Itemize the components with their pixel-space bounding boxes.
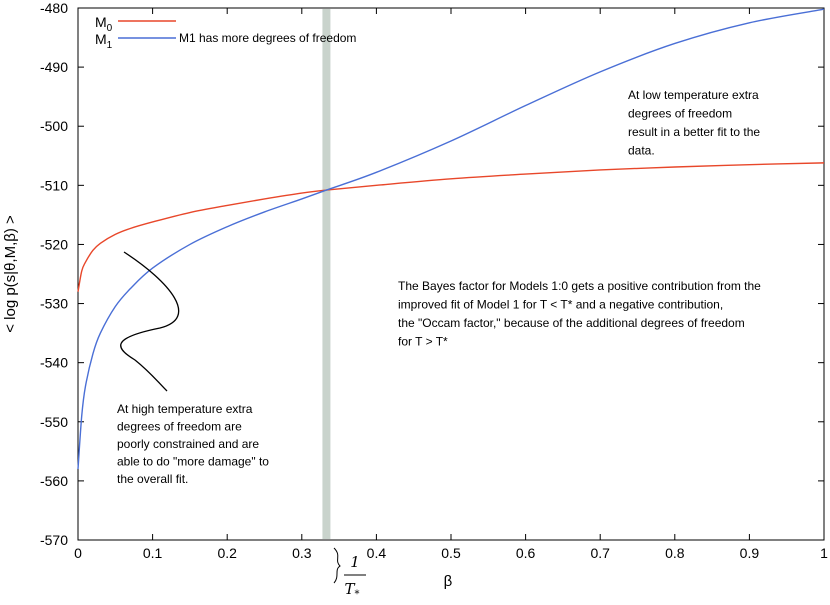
annotation-bayes-factor-line: the "Occam factor," because of the addit… bbox=[398, 316, 745, 330]
annotation-low-temperature-line: data. bbox=[628, 144, 655, 158]
annotation-high-temperature-line: poorly constrained and are bbox=[117, 437, 259, 451]
x-tick-label: 0.9 bbox=[740, 545, 760, 561]
x-tick-label: 1 bbox=[820, 545, 828, 561]
x-tick-label: 0.2 bbox=[217, 545, 237, 561]
x-tick-label: 0.8 bbox=[665, 545, 685, 561]
legend: M0 M1 M1 has more degrees of freedom bbox=[95, 14, 356, 51]
y-tick-label: -560 bbox=[40, 473, 68, 489]
marker-label-denominator: T* bbox=[344, 580, 359, 600]
x-tick-label: 0 bbox=[74, 545, 82, 561]
annotation-bayes-factor: The Bayes factor for Models 1:0 gets a p… bbox=[398, 279, 761, 349]
annotation-high-temperature: At high temperature extra degrees of free… bbox=[117, 402, 269, 486]
series-lines bbox=[77, 8, 825, 470]
y-tick-label: -500 bbox=[40, 118, 68, 134]
y-tick-label: -510 bbox=[40, 177, 68, 193]
legend-m1-label: M1 bbox=[95, 31, 113, 51]
legend-m1-note: M1 has more degrees of freedom bbox=[179, 31, 356, 45]
annotation-high-temperature-line: degrees of freedom are bbox=[117, 420, 242, 434]
annotation-bayes-factor-line: improved fit of Model 1 for T < T* and a… bbox=[398, 298, 723, 312]
series-line-m1 bbox=[77, 8, 825, 470]
x-tick-label: 0.1 bbox=[143, 545, 163, 561]
x-tick-label: 0.5 bbox=[441, 545, 461, 561]
annotation-low-temperature-line: degrees of freedom bbox=[628, 107, 732, 121]
annotation-low-temperature-line: result in a better fit to the bbox=[628, 125, 760, 139]
y-tick-label: -480 bbox=[40, 0, 68, 16]
annotation-high-temperature-line: able to do "more damage" to bbox=[117, 455, 269, 469]
y-tick-label: -540 bbox=[40, 355, 68, 371]
annotation-bayes-factor-line: for T > T* bbox=[398, 335, 448, 349]
annotation-low-temperature: At low temperature extra degrees of freed… bbox=[628, 88, 760, 158]
annotation-pointer-curve bbox=[120, 251, 180, 392]
y-axis-label: < log p(s|θ,M,β) > bbox=[2, 215, 19, 333]
series-line-m0 bbox=[77, 162, 825, 292]
x-tick-label: 0.6 bbox=[516, 545, 536, 561]
annotation-high-temperature-line: At high temperature extra bbox=[117, 402, 253, 416]
y-tick-label: -490 bbox=[40, 59, 68, 75]
marker-label-numerator: 1 bbox=[350, 553, 360, 571]
axis-ticks: 0 0.1 0.2 0.3 0.4 0.5 0.6 0.7 0.8 0.9 1 -480 -490 -50… bbox=[40, 0, 828, 561]
marker-brace bbox=[333, 547, 341, 584]
y-tick-label: -570 bbox=[40, 532, 68, 548]
annotation-bayes-factor-line: The Bayes factor for Models 1:0 gets a p… bbox=[398, 279, 761, 293]
y-tick-label: -520 bbox=[40, 236, 68, 252]
annotation-high-temperature-line: the overall fit. bbox=[117, 472, 188, 486]
legend-m0-label: M0 bbox=[95, 14, 113, 34]
x-tick-label: 0.4 bbox=[367, 545, 387, 561]
t-star-marker-band bbox=[322, 9, 331, 539]
x-tick-label: 0.7 bbox=[590, 545, 610, 561]
annotation-low-temperature-line: At low temperature extra bbox=[628, 88, 759, 102]
y-tick-label: -530 bbox=[40, 296, 68, 312]
x-tick-label: 0.3 bbox=[292, 545, 312, 561]
y-tick-label: -550 bbox=[40, 414, 68, 430]
x-axis-label: β bbox=[444, 573, 453, 590]
t-star-marker-label: 1 T* bbox=[333, 547, 366, 600]
